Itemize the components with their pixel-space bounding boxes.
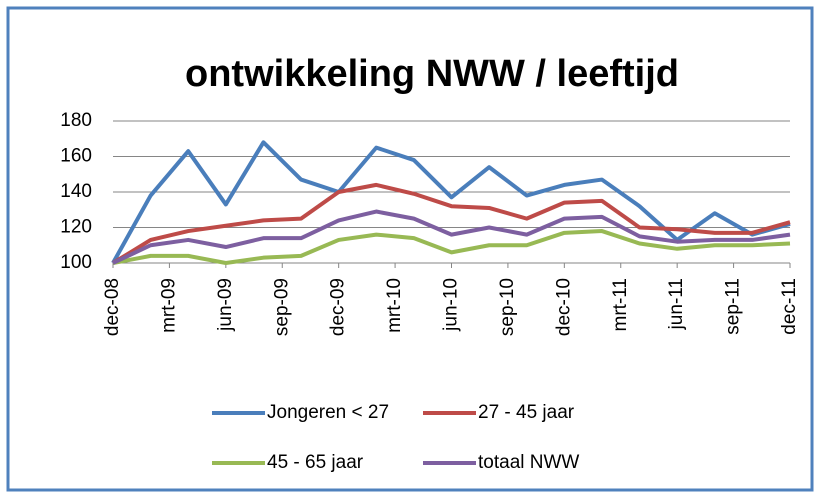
x-tick-label: dec-08 — [102, 278, 123, 336]
x-tick-label: sep-10 — [497, 278, 518, 336]
x-tick-label: jun-10 — [441, 278, 462, 332]
y-tick-label: 140 — [60, 181, 92, 202]
y-tick-label: 100 — [60, 252, 92, 273]
y-tick-label: 160 — [60, 146, 92, 167]
y-tick-label: 180 — [60, 110, 92, 131]
x-tick-label: mrt-09 — [158, 278, 179, 333]
x-tick-label: dec-09 — [328, 278, 349, 336]
series-line — [112, 229, 791, 265]
x-tick-label: dec-10 — [553, 278, 574, 336]
series-line — [112, 209, 791, 265]
y-tick-label: 120 — [60, 217, 92, 238]
x-tick-label: sep-09 — [271, 278, 292, 336]
x-tick-label: dec-11 — [779, 278, 800, 335]
series-line — [111, 182, 791, 265]
x-tick-label: jun-11 — [666, 278, 687, 330]
legend-label: Jongeren < 27 — [267, 402, 389, 423]
legend-label: 27 - 45 jaar — [478, 402, 575, 423]
chart-title: ontwikkeling NWW / leeftijd — [185, 53, 679, 95]
legend-label: 45 - 65 jaar — [267, 452, 364, 473]
x-tick-label: mrt-10 — [384, 278, 405, 333]
x-tick-label: jun-09 — [215, 278, 236, 332]
x-tick-label: sep-11 — [723, 278, 744, 335]
legend-label: totaal NWW — [478, 452, 579, 473]
x-tick-label: mrt-11 — [610, 278, 631, 331]
